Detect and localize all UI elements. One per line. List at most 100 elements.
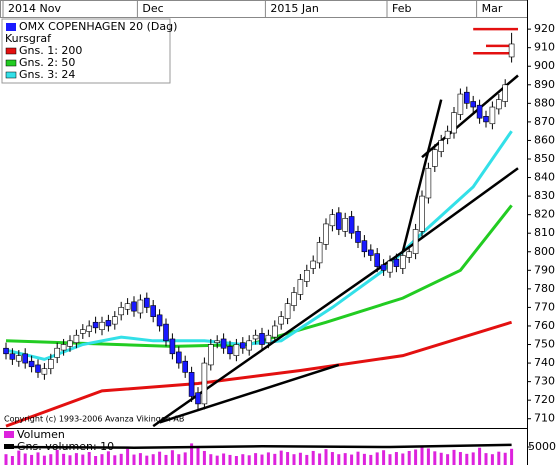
volume-bar [145,455,149,465]
candle-body [431,149,438,167]
candle-body [502,84,509,102]
candle-body [451,112,457,134]
legend-label: Gns. 3: 24 [19,68,75,81]
volume-bar [100,454,104,465]
volume-bar [407,450,411,465]
moving-average [5,320,513,428]
volume-bar [151,454,155,465]
volume-bar [49,454,53,465]
y-tick-label: 910 [534,41,555,54]
candle-body [201,362,208,405]
y-tick-label: 740 [534,356,555,369]
candle-body [476,104,483,119]
legend-swatch [5,71,17,79]
trend-line [152,250,404,428]
candle-body [265,334,272,343]
y-tick-label: 840 [534,171,555,184]
volume-bar [119,453,123,465]
volume-bar [62,453,66,465]
volume-bar [17,450,21,465]
legend-swatch [5,47,17,55]
volume-bar [394,452,398,465]
candle-body [92,321,99,329]
volume-bar [68,455,72,465]
volume-bar [369,454,373,465]
legend-label: Gns. 2: 50 [19,56,75,69]
candle-body [73,334,80,343]
legend-label: Gns. 1: 200 [19,44,82,57]
candle-body [361,240,368,253]
trend-line [402,167,519,253]
candle-body [342,218,349,232]
candle-body [438,140,445,152]
volume-bar [170,450,174,465]
volume-bar [298,452,302,465]
candle-body [444,130,451,139]
candle-body [47,359,54,369]
volume-bar [324,449,328,465]
candle-body [246,340,252,351]
candle-body [393,258,400,267]
volume-bar [343,453,347,465]
volume-bar [414,449,418,465]
x-tick-label: Feb [392,2,411,15]
volume-bar [234,456,238,465]
candle-body [291,292,297,306]
candle-body [105,320,112,327]
candle-body [220,338,227,349]
volume-bar [446,454,450,465]
volume-bar [266,452,270,465]
volume-bar [279,450,283,465]
volume-bar [465,453,469,465]
y-tick-label: 780 [534,282,555,295]
volume-bar [382,450,386,465]
volume-bar [503,452,507,465]
candle-body [15,355,22,362]
volume-bar [254,453,258,465]
volume-bar [222,453,226,465]
candle-body [176,351,182,364]
candle-body [169,338,176,355]
candle-body [310,260,317,269]
y-tick-label: 730 [534,375,555,388]
candle-body [374,253,381,267]
x-tick-label: 2014 Nov [8,2,61,15]
candle-body [67,340,73,347]
y-tick-label: 760 [534,319,555,332]
candle-body [259,333,265,345]
candle-body [425,167,432,199]
volume-bar [126,448,130,465]
candle-body [99,321,105,330]
candle-body [252,334,259,340]
y-tick-label: 5000'' [528,440,556,453]
volume-bar [286,452,290,465]
candle-body [457,93,464,115]
volume-bar [81,454,85,465]
volume-bar [452,449,456,465]
candle-body [278,316,285,325]
candle-body [348,216,355,234]
candle-body [195,392,201,405]
candle-body [188,372,195,397]
volume-bar [305,454,309,465]
candle-body [144,297,150,308]
candle-body [419,195,425,232]
volume-bar [106,451,110,465]
candle-body [86,325,92,332]
volume-bar [433,451,437,465]
volume-bar [388,454,392,465]
volume-bar [42,455,46,465]
volume-bar [23,453,27,465]
y-tick-label: 800 [534,245,555,258]
legend-label: Kursgraf [5,32,52,45]
candle-body [35,364,41,373]
volume-bar [439,452,443,465]
volume-bar [183,452,187,465]
volume-bar [113,455,117,465]
volume-bar [273,453,277,465]
y-tick-label: 770 [534,300,555,313]
candle-body [124,303,131,310]
candle-body [41,368,48,375]
candle-body [297,279,304,295]
volume-bar [362,453,366,465]
